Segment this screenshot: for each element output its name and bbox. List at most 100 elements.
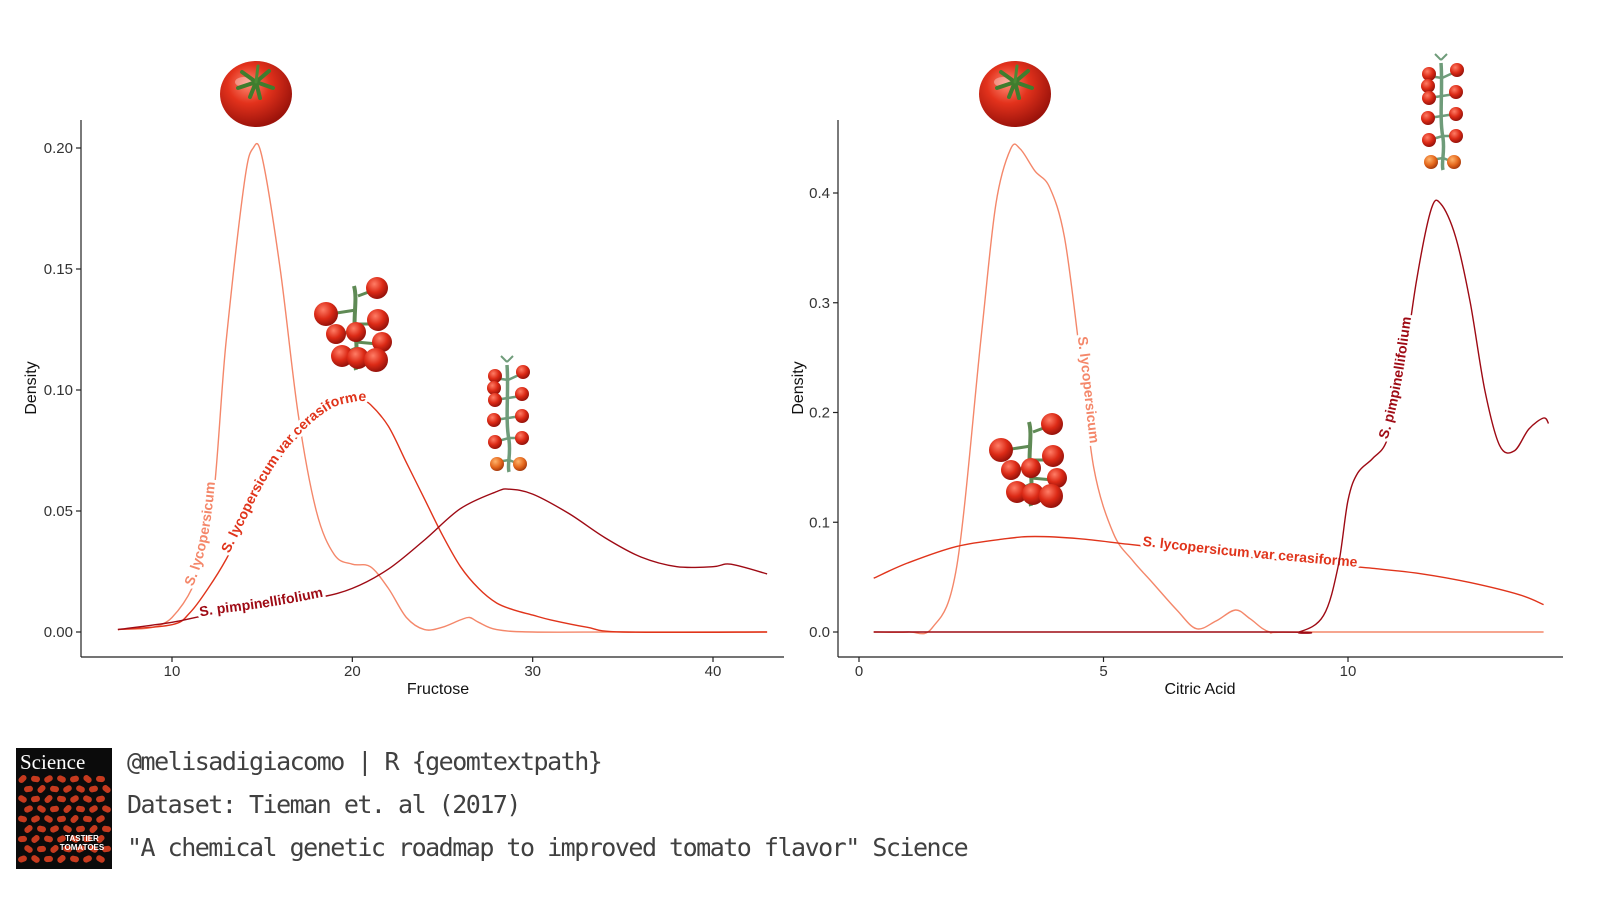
series-label: S. lycopersicum var cerasiforme: [218, 388, 368, 555]
cover-tomato-dot: [69, 813, 80, 825]
cover-tomato-dot: [62, 824, 73, 834]
cover-tomato-dot: [82, 794, 93, 804]
vine-tomato-cluster-icon: [485, 354, 532, 474]
cover-tomato-dot: [36, 783, 47, 795]
x-tick-label: 20: [344, 663, 361, 680]
cover-tomato-dot: [23, 843, 34, 855]
y-tick-label: 0.3: [809, 295, 830, 312]
cover-tomato-dot: [88, 823, 99, 835]
cover-tomato-dot: [36, 825, 47, 833]
cover-tomato-dot: [23, 823, 34, 835]
density-line-2: [873, 199, 1550, 634]
cover-tomato-dot: [95, 775, 106, 783]
cover-tomato-dot: [69, 775, 80, 783]
cover-tomato-dot: [56, 774, 67, 784]
cover-tomato-dot: [75, 805, 86, 813]
dataset-line: Dataset: Tieman et. al (2017): [127, 790, 522, 819]
footer: Science TASTIER TOMATOES @melisadigiacom…: [0, 740, 1600, 890]
cover-tomato-dot: [82, 815, 93, 823]
cover-tomato-dot: [82, 773, 93, 785]
cover-tomato-dot: [75, 825, 86, 833]
cover-masthead: Science: [20, 750, 86, 774]
cover-tomato-dot: [43, 855, 54, 863]
y-tick-label: 0.05: [44, 503, 73, 520]
cover-tomato-dot: [17, 815, 28, 823]
tomato-icon: [218, 59, 294, 129]
cherry-tomato-cluster-icon: [312, 275, 394, 374]
series-label: S. pimpinellifolium: [198, 584, 324, 620]
cover-tomato-dot: [62, 784, 73, 794]
series-label: S. lycopersicum var cerasiforme: [1142, 533, 1358, 570]
density-line-1: [873, 535, 1544, 606]
cover-tomato-dot: [56, 853, 67, 865]
y-tick-label: 0.0: [809, 624, 830, 641]
cover-tagline: TASTIER TOMATOES: [59, 834, 105, 852]
cover-tomato-dot: [69, 794, 80, 804]
citric-acid-density-chart: 0.0 0.1 0.2 0.3 0.4 0 5 10 S. lycopersicum S. l…: [790, 52, 1563, 698]
y-tick-label: 0.15: [44, 261, 73, 278]
y-axis-label: Density: [23, 361, 40, 414]
fructose-density-chart: 0.00 0.05 0.10 0.15 0.20 10 20 30 40 S. lycoper…: [23, 59, 784, 698]
x-tick-label: 5: [1099, 663, 1107, 680]
vine-tomato-cluster-icon: [1419, 52, 1466, 172]
x-tick-label: 10: [1340, 663, 1357, 680]
cover-tomato-dot: [101, 783, 112, 795]
y-tick-label: 0.2: [809, 405, 830, 422]
cherry-tomato-cluster-icon: [987, 411, 1069, 510]
cover-tomato-dot: [88, 804, 99, 814]
cover-tomato-dot: [49, 805, 60, 813]
cover-tomato-dot: [82, 854, 93, 864]
tomato-icon: [977, 59, 1053, 129]
cover-tomato-dot: [69, 855, 80, 863]
cover-tomato-dot: [88, 785, 99, 793]
series-label: S. lycopersicum: [181, 481, 218, 588]
x-tick-label: 0: [855, 663, 863, 680]
x-axis-label: Fructose: [407, 681, 469, 698]
y-tick-label: 0.00: [44, 624, 73, 641]
cover-tomato-dot: [49, 785, 60, 793]
cover-tomato-dot: [36, 804, 47, 814]
cover-tomato-dot: [17, 773, 28, 785]
cover-tomato-dot: [95, 854, 106, 864]
cover-tomato-dot: [30, 853, 41, 865]
y-tick-label: 0.10: [44, 382, 73, 399]
density-line-1: [117, 400, 768, 634]
cover-tomato-dot: [101, 825, 112, 833]
x-tick-label: 40: [705, 663, 722, 680]
cover-tomato-dot: [56, 795, 67, 803]
cover-tomato-dot: [36, 845, 47, 853]
cover-tomato-dot: [23, 785, 34, 793]
series-label: S. lycopersicum: [1075, 335, 1103, 444]
x-tick-label: 30: [524, 663, 541, 680]
cover-tomato-dot: [101, 804, 112, 814]
series-label: S. pimpinellifolium: [1375, 315, 1414, 440]
cover-tomato-dot: [43, 814, 54, 824]
x-axis-label: Citric Acid: [1164, 681, 1235, 698]
cover-tomato-dot: [95, 814, 106, 824]
y-tick-label: 0.20: [44, 140, 73, 157]
cover-tomato-dot: [30, 814, 41, 824]
density-line-2: [117, 488, 768, 631]
cover-tomato-dot: [17, 794, 28, 804]
cover-tomato-dot: [17, 835, 28, 843]
paper-title-line: "A chemical genetic roadmap to improved …: [127, 833, 969, 862]
cover-tomato-dot: [23, 804, 34, 814]
cover-tomato-dot: [95, 795, 106, 803]
credit-line: @melisadigiacomo | R {geomtextpath}: [127, 747, 603, 776]
density-line-0: [117, 142, 768, 633]
cover-tomato-dot: [49, 824, 60, 834]
cover-tomato-dot: [43, 793, 54, 805]
cover-tomato-dot: [17, 854, 28, 864]
cover-tomato-dot: [43, 835, 54, 843]
x-tick-label: 10: [164, 663, 181, 680]
y-axis-label: Density: [790, 361, 807, 414]
cover-tomato-dot: [30, 795, 41, 803]
cover-tomato-dot: [30, 833, 41, 845]
cover-tomato-dot: [30, 775, 41, 783]
science-cover-thumbnail: Science TASTIER TOMATOES: [16, 748, 112, 869]
density-line-0: [873, 143, 1544, 635]
cover-tomato-dot: [75, 784, 86, 794]
y-tick-label: 0.1: [809, 514, 830, 531]
cover-tomato-dot: [56, 815, 67, 823]
